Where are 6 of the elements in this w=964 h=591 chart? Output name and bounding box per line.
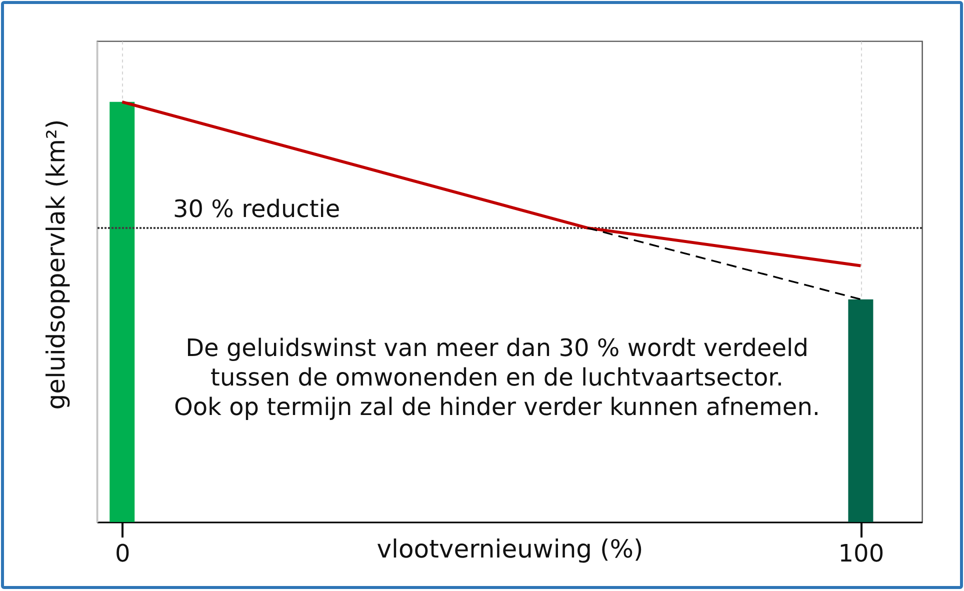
x-axis-title: vlootvernieuwing (%) <box>376 534 644 564</box>
y-axis-title: geluidsoppervlak (km²) <box>42 119 70 410</box>
annotation: De geluidswinst van meer dan 30 % wordt verdeeld tussen de omwonenden en de luchtvaartsector. Ook op termijn zal de hinder verder kunnen afnemen. <box>174 334 820 421</box>
x-tick-label: 0 <box>114 540 130 568</box>
ref-line-label: 30 % reductie <box>173 194 340 223</box>
x-tick-label: 100 <box>838 540 884 568</box>
